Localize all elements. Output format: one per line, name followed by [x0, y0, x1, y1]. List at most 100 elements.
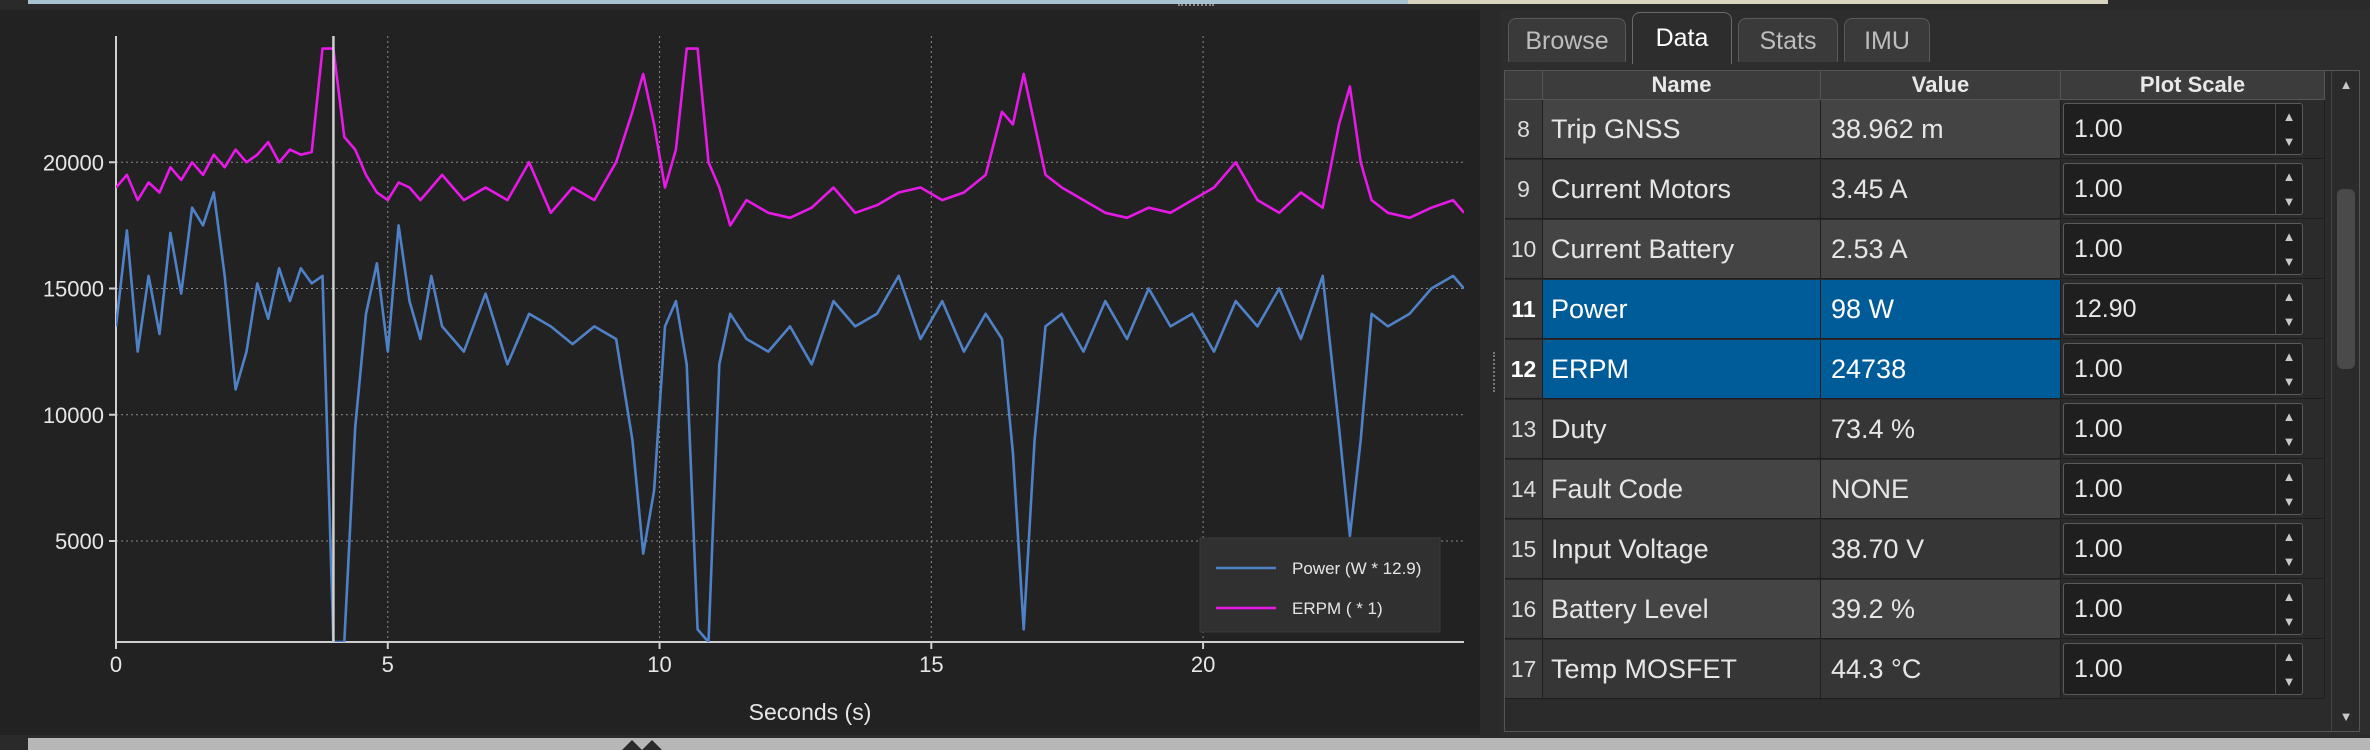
row-plot-scale: 1.00 ▲ ▼ [2061, 460, 2325, 519]
tab-browse[interactable]: Browse [1508, 18, 1626, 62]
bottom-splitter-handle[interactable] [612, 738, 672, 750]
spin-down-icon[interactable]: ▼ [2282, 134, 2296, 149]
row-plot-scale: 1.00 ▲ ▼ [2061, 220, 2325, 279]
table-row[interactable]: 17 Temp MOSFET 44.3 °C 1.00 ▲ ▼ [1505, 640, 2325, 700]
row-index: 16 [1505, 580, 1543, 639]
tab-data[interactable]: Data [1632, 12, 1732, 64]
row-value: 38.962 m [1821, 100, 2061, 159]
table-row[interactable]: 11 Power 98 W 12.90 ▲ ▼ [1505, 280, 2325, 340]
row-name[interactable]: Fault Code [1543, 460, 1821, 519]
plot-scale-value[interactable]: 1.00 [2074, 355, 2123, 383]
map-view-edge-2 [1408, 0, 2108, 4]
spin-up-icon[interactable]: ▲ [2282, 409, 2296, 424]
row-value: 44.3 °C [1821, 640, 2061, 699]
plot-scale-spinbox[interactable]: 1.00 ▲ ▼ [2063, 643, 2303, 695]
row-value: 98 W [1821, 280, 2061, 339]
row-name[interactable]: ERPM [1543, 340, 1821, 399]
spin-buttons: ▲ ▼ [2275, 404, 2302, 454]
spin-up-icon[interactable]: ▲ [2282, 649, 2296, 664]
spin-down-icon[interactable]: ▼ [2282, 674, 2296, 689]
header-name[interactable]: Name [1543, 71, 1821, 99]
row-plot-scale: 12.90 ▲ ▼ [2061, 280, 2325, 339]
spin-up-icon[interactable]: ▲ [2282, 289, 2296, 304]
plot-scale-spinbox[interactable]: 1.00 ▲ ▼ [2063, 583, 2303, 635]
header-value[interactable]: Value [1821, 71, 2061, 99]
plot-scale-value[interactable]: 1.00 [2074, 535, 2123, 563]
plot-scale-value[interactable]: 1.00 [2074, 115, 2123, 143]
spin-down-icon[interactable]: ▼ [2282, 374, 2296, 389]
scroll-down-icon[interactable]: ▼ [2339, 709, 2353, 724]
row-index: 10 [1505, 220, 1543, 279]
spin-up-icon[interactable]: ▲ [2282, 169, 2296, 184]
y-tick-label: 10000 [43, 403, 104, 428]
spin-up-icon[interactable]: ▲ [2282, 349, 2296, 364]
tab-bar: Browse Data Stats IMU [1500, 10, 2370, 64]
x-tick-label: 0 [110, 652, 122, 677]
spin-down-icon[interactable]: ▼ [2282, 614, 2296, 629]
scrollbar-thumb[interactable] [2337, 189, 2355, 369]
row-name[interactable]: Power [1543, 280, 1821, 339]
y-tick-label: 15000 [43, 277, 104, 302]
row-plot-scale: 1.00 ▲ ▼ [2061, 160, 2325, 219]
spin-buttons: ▲ ▼ [2275, 224, 2302, 274]
spin-down-icon[interactable]: ▼ [2282, 494, 2296, 509]
spin-up-icon[interactable]: ▲ [2282, 229, 2296, 244]
plot-scale-value[interactable]: 1.00 [2074, 415, 2123, 443]
plot-scale-spinbox[interactable]: 1.00 ▲ ▼ [2063, 163, 2303, 215]
plot-scale-spinbox[interactable]: 1.00 ▲ ▼ [2063, 343, 2303, 395]
plot-scale-spinbox[interactable]: 1.00 ▲ ▼ [2063, 103, 2303, 155]
scroll-up-icon[interactable]: ▲ [2339, 77, 2353, 92]
row-name[interactable]: Battery Level [1543, 580, 1821, 639]
row-name[interactable]: Trip GNSS [1543, 100, 1821, 159]
table-row[interactable]: 10 Current Battery 2.53 A 1.00 ▲ ▼ [1505, 220, 2325, 280]
spin-up-icon[interactable]: ▲ [2282, 109, 2296, 124]
spin-down-icon[interactable]: ▼ [2282, 554, 2296, 569]
spin-up-icon[interactable]: ▲ [2282, 589, 2296, 604]
tab-imu[interactable]: IMU [1844, 18, 1930, 62]
row-name[interactable]: Current Motors [1543, 160, 1821, 219]
plot-scale-value[interactable]: 1.00 [2074, 475, 2123, 503]
plot-scale-spinbox[interactable]: 1.00 ▲ ▼ [2063, 223, 2303, 275]
row-plot-scale: 1.00 ▲ ▼ [2061, 580, 2325, 639]
header-plot-scale[interactable]: Plot Scale [2061, 71, 2325, 99]
spin-down-icon[interactable]: ▼ [2282, 194, 2296, 209]
plot-scale-value[interactable]: 1.00 [2074, 595, 2123, 623]
row-value: 24738 [1821, 340, 2061, 399]
spin-down-icon[interactable]: ▼ [2282, 254, 2296, 269]
table-row[interactable]: 9 Current Motors 3.45 A 1.00 ▲ ▼ [1505, 160, 2325, 220]
table-row[interactable]: 8 Trip GNSS 38.962 m 1.00 ▲ ▼ [1505, 100, 2325, 160]
row-name[interactable]: Temp MOSFET [1543, 640, 1821, 699]
row-plot-scale: 1.00 ▲ ▼ [2061, 100, 2325, 159]
plot-scale-value[interactable]: 1.00 [2074, 655, 2123, 683]
plot-scale-value[interactable]: 1.00 [2074, 175, 2123, 203]
row-name[interactable]: Duty [1543, 400, 1821, 459]
spin-down-icon[interactable]: ▼ [2282, 434, 2296, 449]
spin-up-icon[interactable]: ▲ [2282, 529, 2296, 544]
plot-scale-spinbox[interactable]: 1.00 ▲ ▼ [2063, 463, 2303, 515]
plot-scale-value[interactable]: 12.90 [2074, 295, 2137, 323]
x-tick-label: 10 [647, 652, 671, 677]
plot-scale-spinbox[interactable]: 12.90 ▲ ▼ [2063, 283, 2303, 335]
spin-down-icon[interactable]: ▼ [2282, 314, 2296, 329]
spin-buttons: ▲ ▼ [2275, 524, 2302, 574]
plot-scale-spinbox[interactable]: 1.00 ▲ ▼ [2063, 403, 2303, 455]
vertical-splitter-handle[interactable] [1493, 352, 1501, 392]
table-row[interactable]: 16 Battery Level 39.2 % 1.00 ▲ ▼ [1505, 580, 2325, 640]
table-row[interactable]: 15 Input Voltage 38.70 V 1.00 ▲ ▼ [1505, 520, 2325, 580]
row-name[interactable]: Input Voltage [1543, 520, 1821, 579]
tab-stats[interactable]: Stats [1738, 18, 1838, 62]
table-row[interactable]: 12 ERPM 24738 1.00 ▲ ▼ [1505, 340, 2325, 400]
horizontal-splitter-handle[interactable] [1178, 4, 1214, 10]
row-name[interactable]: Current Battery [1543, 220, 1821, 279]
spin-up-icon[interactable]: ▲ [2282, 469, 2296, 484]
map-view-edge [28, 0, 1408, 4]
plot-scale-spinbox[interactable]: 1.00 ▲ ▼ [2063, 523, 2303, 575]
table-row[interactable]: 14 Fault Code NONE 1.00 ▲ ▼ [1505, 460, 2325, 520]
header-index [1505, 71, 1543, 99]
y-tick-label: 20000 [43, 150, 104, 175]
table-row[interactable]: 13 Duty 73.4 % 1.00 ▲ ▼ [1505, 400, 2325, 460]
plot-area[interactable]: 5000 10000 15000 20000 0 5 10 15 20 Seconds (s) Po… [0, 10, 1480, 735]
table-scrollbar[interactable]: ▲ ▼ [2331, 71, 2359, 731]
plot-scale-value[interactable]: 1.00 [2074, 235, 2123, 263]
bottom-scrollbar[interactable] [28, 738, 2370, 750]
